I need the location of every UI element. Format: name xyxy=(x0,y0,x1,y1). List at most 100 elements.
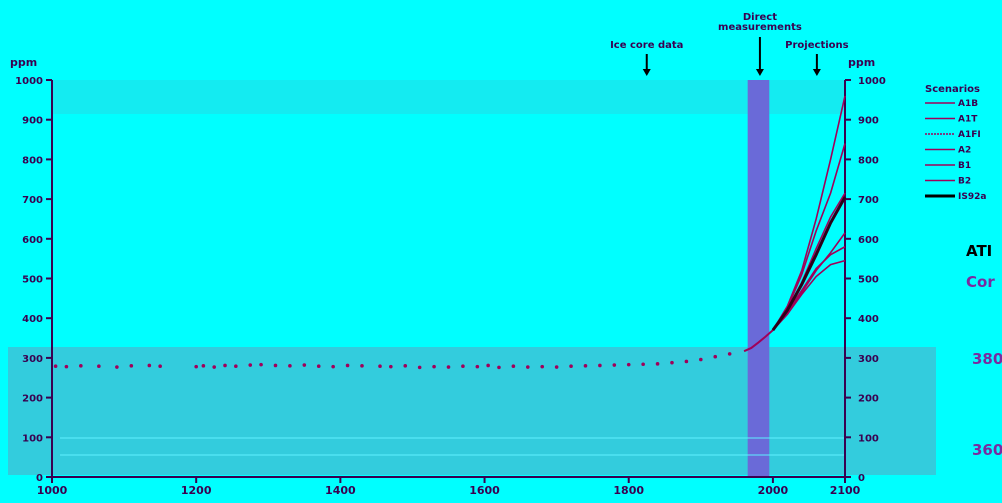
y-tick-label-left: 600 xyxy=(22,235,43,246)
annotation-label: Ice core data xyxy=(610,40,683,51)
x-tick-label: 1200 xyxy=(181,484,212,497)
x-tick-label: 1000 xyxy=(37,484,68,497)
y-tick-label-left: 500 xyxy=(22,275,43,286)
ice-core-point xyxy=(64,364,69,369)
y-tick-label-right: 900 xyxy=(858,116,879,127)
legend-title: Scenarios xyxy=(925,84,980,95)
ice-core-point xyxy=(158,364,162,369)
ice-core-point xyxy=(331,364,335,369)
annotation-label: Direct measurements xyxy=(718,12,802,33)
ice-core-point xyxy=(259,362,263,367)
ice-core-point xyxy=(345,363,350,368)
ice-core-point xyxy=(273,363,278,368)
lower-shaded-band xyxy=(8,347,936,475)
ice-core-point xyxy=(446,365,451,369)
ice-core-point xyxy=(97,364,101,369)
ice-core-point xyxy=(540,364,545,369)
y-tick-label-right: 100 xyxy=(858,433,879,444)
ice-core-point xyxy=(475,364,480,369)
legend-label: A1B xyxy=(958,99,978,109)
ice-core-point xyxy=(403,364,408,368)
ice-core-point xyxy=(569,364,573,369)
ice-core-point xyxy=(316,364,321,369)
ice-core-point xyxy=(194,364,198,369)
x-tick-label: 1600 xyxy=(469,484,500,497)
ice-core-point xyxy=(461,364,465,369)
ice-core-point xyxy=(699,357,703,362)
annotation-1: Direct measurements xyxy=(718,12,802,76)
ice-core-point xyxy=(360,364,364,368)
ice-core-point xyxy=(641,362,645,367)
side-text-360: 360 xyxy=(972,441,1002,459)
ice-core-point xyxy=(223,363,227,368)
ice-core-point xyxy=(511,364,516,369)
y-tick-label-right: 1000 xyxy=(858,76,886,87)
y-tick-label-left: 700 xyxy=(22,195,43,206)
legend-label: B2 xyxy=(958,177,971,187)
annotation-label: Projections xyxy=(785,40,848,51)
y-tick-label-right: 200 xyxy=(858,394,879,405)
ice-core-point xyxy=(79,364,83,368)
y-axis-label-right: ppm xyxy=(848,56,875,69)
ice-core-point xyxy=(526,365,530,369)
measured-line xyxy=(743,329,774,353)
annotation-arrowhead xyxy=(755,69,764,76)
ice-core-point xyxy=(234,364,238,369)
ice-core-point xyxy=(684,359,689,364)
ice-core-point xyxy=(655,362,660,366)
legend-label: B1 xyxy=(958,161,971,171)
legend-label: A2 xyxy=(958,146,971,156)
ice-core-point xyxy=(389,364,393,369)
series-line-a1fi xyxy=(772,95,846,331)
series-line-a2 xyxy=(772,143,846,331)
legend-label: A1FI xyxy=(958,130,981,140)
legend-label: A1T xyxy=(958,115,978,125)
y-tick-label-right: 300 xyxy=(858,354,879,365)
ice-core-point xyxy=(115,365,119,369)
y-tick-label-right: 500 xyxy=(858,275,879,286)
ice-core-point xyxy=(598,363,602,368)
y-tick-label-right: 700 xyxy=(858,195,879,206)
y-tick-label-right: 800 xyxy=(858,155,879,166)
ice-core-point xyxy=(727,352,732,356)
ice-core-point xyxy=(212,365,217,369)
y-tick-label-left: 300 xyxy=(22,354,43,365)
side-text-380: 380 xyxy=(972,350,1002,368)
y-tick-label-left: 100 xyxy=(22,433,43,444)
annotation-arrowhead xyxy=(642,69,651,76)
ice-core-point xyxy=(713,354,718,359)
ice-core-point xyxy=(612,363,617,367)
annotation-0: Ice core data xyxy=(610,40,683,76)
x-tick-label: 1400 xyxy=(325,484,356,497)
top-band xyxy=(52,80,845,114)
y-tick-label-right: 600 xyxy=(858,235,879,246)
y-tick-label-left: 200 xyxy=(22,394,43,405)
x-tick-label: 2000 xyxy=(758,484,789,497)
ice-core-point xyxy=(583,364,588,368)
ice-core-point xyxy=(129,364,134,368)
annotation-arrowhead xyxy=(812,69,821,76)
x-tick-label: 1800 xyxy=(613,484,644,497)
ice-core-point xyxy=(670,360,674,365)
ice-core-point xyxy=(554,365,559,369)
side-text-ati: ATI xyxy=(966,242,993,260)
y-tick-label-left: 0 xyxy=(36,473,43,484)
ice-core-point xyxy=(486,363,490,368)
ice-core-point xyxy=(497,365,501,370)
ice-core-point xyxy=(147,363,152,368)
ice-core-point xyxy=(626,362,631,367)
x-tick-label: 2100 xyxy=(830,484,861,497)
series-line-b2 xyxy=(772,232,846,331)
annotation-2: Projections xyxy=(785,40,849,76)
side-text-cor: Cor xyxy=(966,273,995,291)
ice-core-point xyxy=(417,365,422,370)
ice-core-point xyxy=(201,364,206,368)
measurement-period-band xyxy=(747,80,770,477)
series-line-is92a xyxy=(771,196,847,331)
y-tick-label-left: 900 xyxy=(22,116,43,127)
y-tick-label-left: 800 xyxy=(22,155,43,166)
ice-core-point xyxy=(53,364,58,369)
y-tick-label-left: 400 xyxy=(22,314,43,325)
